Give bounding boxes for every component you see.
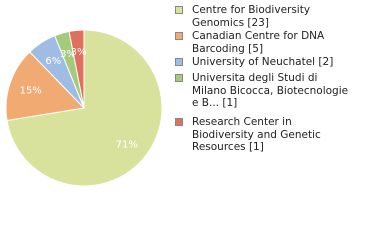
slice-label: 15% xyxy=(20,85,42,96)
slice-label: 3% xyxy=(71,47,87,58)
slice-label: 71% xyxy=(116,139,138,150)
legend-swatch xyxy=(175,74,183,82)
legend-label: Centre for Biodiversity Genomics [23] xyxy=(192,4,311,29)
legend-swatch xyxy=(175,32,183,40)
pie-slice xyxy=(5,51,86,122)
slice-label: 6% xyxy=(45,56,61,67)
legend-label: Canadian Centre for DNA Barcoding [5] xyxy=(192,30,325,55)
legend-label: Research Center in Biodiversity and Gene… xyxy=(192,116,321,153)
legend-swatch xyxy=(175,58,183,66)
slice-label: 3% xyxy=(60,49,76,60)
legend-swatch xyxy=(175,6,183,14)
legend-label: Universita degli Studi di Milano Bicocca… xyxy=(192,72,349,109)
legend-swatch xyxy=(175,118,183,126)
pie-slice xyxy=(68,29,85,109)
legend-label: University of Neuchatel [2] xyxy=(192,56,334,68)
